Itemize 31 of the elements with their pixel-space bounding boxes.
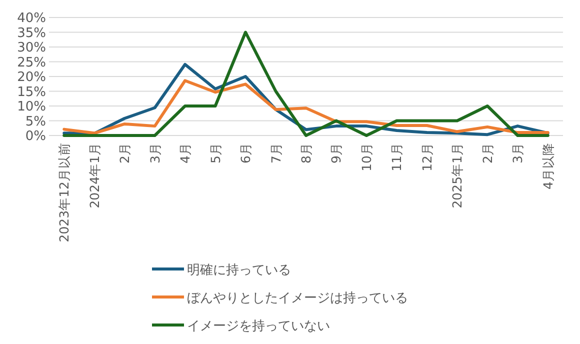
legend-label: 明確に持っている	[187, 263, 291, 278]
y-tick-label: 5%	[25, 114, 46, 130]
x-tick-label: 2月	[117, 142, 132, 164]
x-tick-label: 7月	[268, 142, 284, 164]
y-tick-label: 15%	[17, 84, 46, 100]
x-tick-label: 4月	[178, 142, 193, 164]
legend-label: イメージを持っていない	[187, 319, 330, 334]
y-tick-label: 30%	[17, 40, 46, 56]
y-tick-label: 0%	[25, 129, 46, 144]
y-tick-label: 35%	[17, 26, 46, 41]
x-tick-label: 9月	[328, 142, 344, 164]
x-tick-label: 8月	[298, 142, 314, 164]
x-tick-label: 2023年12月以前	[56, 142, 72, 242]
y-tick-label: 25%	[17, 55, 46, 70]
x-tick-label: 3月	[510, 142, 526, 164]
legend-label: ぼんやりとしたイメージは持っている	[187, 291, 408, 306]
line-series	[62, 79, 550, 135]
line-series	[62, 30, 550, 137]
y-tick-label: 10%	[17, 100, 46, 114]
x-tick-label: 5月	[208, 142, 223, 164]
x-tick-label: 2月	[480, 142, 495, 164]
y-tick-label: 20%	[17, 70, 46, 85]
x-tick-label: 2024年1月	[86, 142, 102, 208]
x-tick-label: 4月以降	[540, 142, 556, 190]
x-tick-label: 3月	[147, 142, 162, 164]
x-tick-label: 10月	[358, 142, 374, 172]
x-tick-label: 12月	[419, 142, 434, 172]
x-tick-label: 11月	[389, 142, 404, 172]
x-tick-label: 2025年1月	[450, 142, 465, 208]
x-tick-label: 6月	[238, 142, 254, 164]
y-tick-label: 40%	[17, 11, 46, 26]
